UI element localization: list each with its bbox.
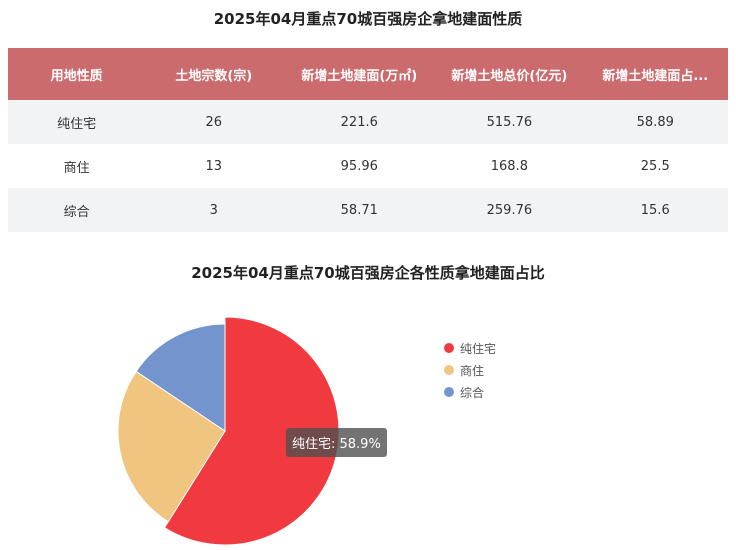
table-title: 2025年04月重点70城百强房企拿地建面性质: [213, 10, 523, 28]
legend-dot: [444, 387, 454, 397]
chart-title: 2025年04月重点70城百强房企各性质拿地建面占比: [191, 264, 545, 282]
cell-area: 95.96: [340, 158, 378, 174]
pie-slice-residential[interactable]: [163, 316, 340, 546]
cell-count: 13: [205, 158, 223, 174]
cell-price: 259.76: [486, 202, 533, 218]
legend-item-commercial-residential[interactable]: 商住: [444, 359, 496, 381]
pie-slice-mixed[interactable]: [135, 323, 226, 432]
col-header-count[interactable]: 土地宗数(宗): [175, 68, 253, 84]
cell-share: 25.5: [640, 158, 670, 174]
cell-nature: 商住: [63, 160, 90, 176]
legend-label: 商住: [460, 363, 485, 378]
cell-nature: 纯住宅: [57, 116, 97, 132]
legend-item-residential[interactable]: 纯住宅: [444, 337, 496, 359]
col-header-nature[interactable]: 用地性质: [50, 68, 103, 84]
cell-price: 515.76: [486, 114, 533, 130]
table-header-row: 用地性质 土地宗数(宗) 新增土地建面(万㎡) 新增土地总价(亿元) 新增土地建…: [8, 48, 728, 100]
cell-nature: 综合: [63, 204, 90, 220]
col-header-area[interactable]: 新增土地建面(万㎡): [301, 68, 418, 84]
legend-item-mixed[interactable]: 综合: [444, 381, 496, 403]
table-row: 纯住宅 26 221.6 515.76 58.89: [8, 100, 728, 144]
legend-label: 综合: [460, 385, 485, 400]
legend-dot: [444, 343, 454, 353]
col-header-price[interactable]: 新增土地总价(亿元): [451, 68, 568, 84]
table-row: 综合 3 58.71 259.76 15.6: [8, 188, 728, 232]
land-nature-table: 用地性质 土地宗数(宗) 新增土地建面(万㎡) 新增土地总价(亿元) 新增土地建…: [8, 48, 728, 232]
chart-tooltip: 纯住宅: 58.9%: [286, 428, 387, 457]
chart-legend: 纯住宅 商住 综合: [444, 337, 496, 403]
cell-area: 221.6: [340, 114, 378, 130]
table-row: 商住 13 95.96 168.8 25.5: [8, 144, 728, 188]
col-header-share[interactable]: 新增土地建面占...: [602, 68, 709, 84]
cell-count: 26: [205, 114, 223, 130]
cell-area: 58.71: [340, 202, 378, 218]
pie-slice-commercial-residential[interactable]: [117, 370, 226, 523]
legend-dot: [444, 365, 454, 375]
cell-share: 58.89: [636, 114, 674, 130]
cell-price: 168.8: [490, 158, 528, 174]
cell-share: 15.6: [640, 202, 670, 218]
legend-label: 纯住宅: [460, 341, 497, 356]
pie-chart: [117, 316, 340, 546]
cell-count: 3: [209, 202, 218, 218]
